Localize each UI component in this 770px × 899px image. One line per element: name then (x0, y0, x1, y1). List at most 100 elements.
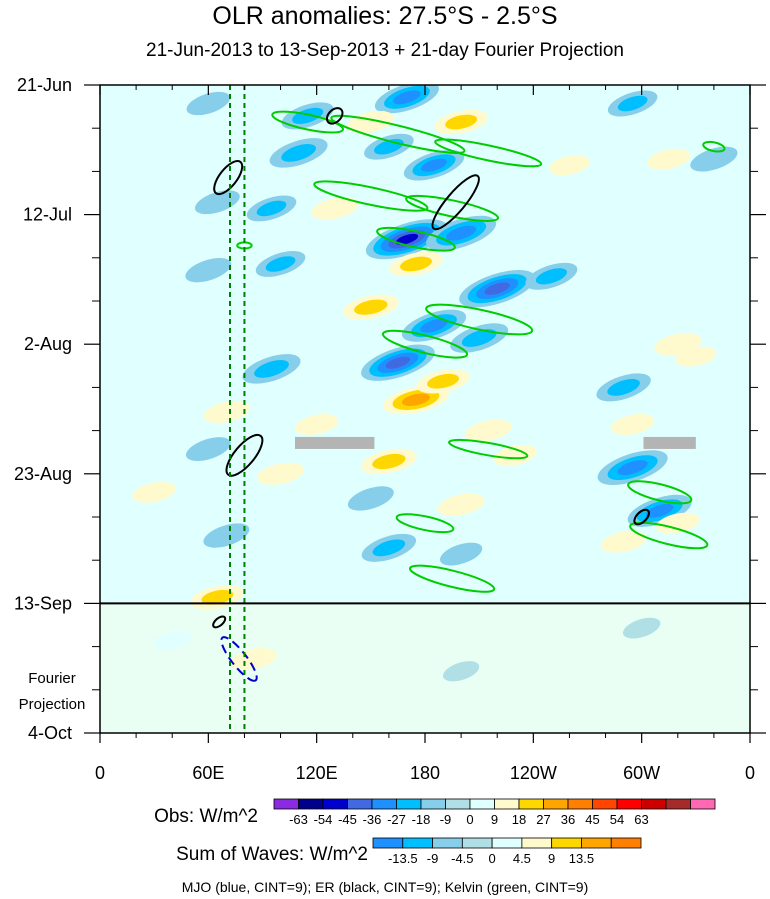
obs-colorbar-swatch (690, 798, 716, 810)
anomaly-blob (464, 419, 512, 442)
obs-colorbar-level-label: -63 (289, 812, 308, 827)
kelvin-contour (381, 329, 469, 359)
anomaly-contour (254, 360, 289, 378)
anomaly-blob (132, 481, 176, 503)
obs-colorbar-swatch (396, 798, 422, 810)
obs-colorbar-label: Obs: W/m^2 (154, 806, 258, 827)
obs-colorbar-level-label: -18 (412, 812, 431, 827)
waves-colorbar-swatch (581, 837, 612, 849)
anomaly-blob (434, 109, 488, 135)
reference-lines (229, 85, 246, 733)
anomaly-field (100, 85, 750, 733)
anomaly-contour (493, 444, 537, 466)
waves-colorbar-level-label: -4.5 (451, 851, 473, 866)
anomaly-blob (439, 542, 483, 566)
anomaly-blob (203, 523, 250, 548)
anomaly-contour (281, 144, 317, 162)
anomaly-contour (442, 661, 480, 682)
anomaly-contour (153, 630, 192, 651)
kelvin-contour (408, 564, 496, 593)
x-tick-label: 0 (745, 763, 755, 783)
obs-colorbar-level-label: -45 (338, 812, 357, 827)
anomaly-blob (549, 155, 590, 176)
anomaly-contour (421, 158, 447, 172)
anomaly-blob (607, 90, 658, 117)
waves-colorbar-level-label: 13.5 (569, 851, 594, 866)
anomaly-blob (203, 401, 250, 423)
anomaly-blob (596, 373, 651, 402)
obs-colorbar-level-label: -54 (314, 812, 333, 827)
anomaly-contour (461, 329, 497, 347)
anomaly-contour (549, 155, 590, 176)
anomaly-contour (185, 257, 232, 283)
plot-area (100, 85, 750, 733)
waves-colorbar-swatch (521, 837, 553, 849)
kelvin-contour (395, 513, 455, 534)
y-tick-label: 2-Aug (24, 334, 72, 354)
anomaly-blob (281, 102, 334, 130)
x-tick-label: 180 (410, 763, 440, 783)
y-tick-label: 12-Jul (23, 205, 72, 225)
kelvin-contour (330, 114, 466, 154)
anomaly-contour (257, 462, 305, 485)
x-tick-label: 120W (510, 763, 557, 783)
obs-colorbar-level-label: 54 (610, 812, 624, 827)
anomaly-blob (675, 346, 717, 367)
anomaly-contour (622, 617, 661, 639)
anomaly-blob (416, 368, 470, 394)
anomaly-contour (385, 356, 411, 369)
anomaly-blob (255, 251, 306, 277)
anomaly-contour (256, 200, 287, 217)
anomaly-contour (610, 413, 655, 435)
anomaly-blob (690, 146, 738, 172)
anomaly-blob (493, 444, 537, 466)
er-contour (325, 107, 344, 125)
waves-colorbar-swatch (551, 837, 582, 849)
anomaly-blob (361, 533, 417, 562)
anomaly-contour (292, 107, 324, 124)
obs-colorbar-swatch (616, 798, 642, 810)
er-contour (431, 174, 480, 231)
anomaly-contour (439, 542, 483, 566)
waves-colorbar-level-label: 4.5 (513, 851, 531, 866)
anomaly-contour (427, 373, 460, 389)
obs-colorbar-swatch (592, 798, 618, 810)
obs-colorbar-swatch (371, 798, 397, 810)
kelvin-contour (425, 303, 534, 336)
anomaly-contour (393, 90, 421, 105)
kelvin-contour (702, 140, 726, 153)
anomaly-blob (361, 344, 435, 381)
obs-colorbar-swatch (665, 798, 691, 810)
y-tick-label: 23-Aug (14, 464, 72, 484)
obs-colorbar-swatch (469, 798, 495, 810)
anomaly-blob (450, 323, 509, 353)
anomaly-blob (347, 110, 395, 134)
anomaly-contour (690, 146, 738, 172)
anomaly-contour (372, 453, 406, 470)
anomaly-contour (656, 512, 700, 534)
anomaly-contour (311, 197, 359, 220)
wave-contours (212, 107, 726, 682)
obs-colorbar-level-label: 45 (585, 812, 599, 827)
y-tick-label: 13-Sep (14, 593, 72, 613)
kelvin-contour (405, 194, 500, 222)
anomaly-contour (647, 148, 691, 170)
anomaly-blob (622, 617, 661, 639)
anomaly-blob (246, 195, 297, 222)
x-tick-label: 0 (95, 763, 105, 783)
kelvin-contour (434, 138, 543, 168)
obs-colorbar-swatch (641, 798, 667, 810)
anomaly-contour (607, 379, 640, 396)
anomaly-contour (395, 233, 419, 245)
anomaly-blob (185, 257, 232, 283)
anomaly-contour (132, 481, 176, 503)
obs-colorbar-swatch (420, 798, 446, 810)
obs-colorbar-swatch (347, 798, 373, 810)
anomaly-contour (230, 648, 277, 670)
waves-colorbar-swatch (491, 837, 523, 849)
anomaly-blob (361, 448, 417, 475)
obs-colorbar-level-label: -36 (363, 812, 382, 827)
kelvin-contour (313, 180, 429, 212)
obs-colorbar-level-label: -9 (440, 812, 452, 827)
anomaly-blob (242, 354, 301, 384)
